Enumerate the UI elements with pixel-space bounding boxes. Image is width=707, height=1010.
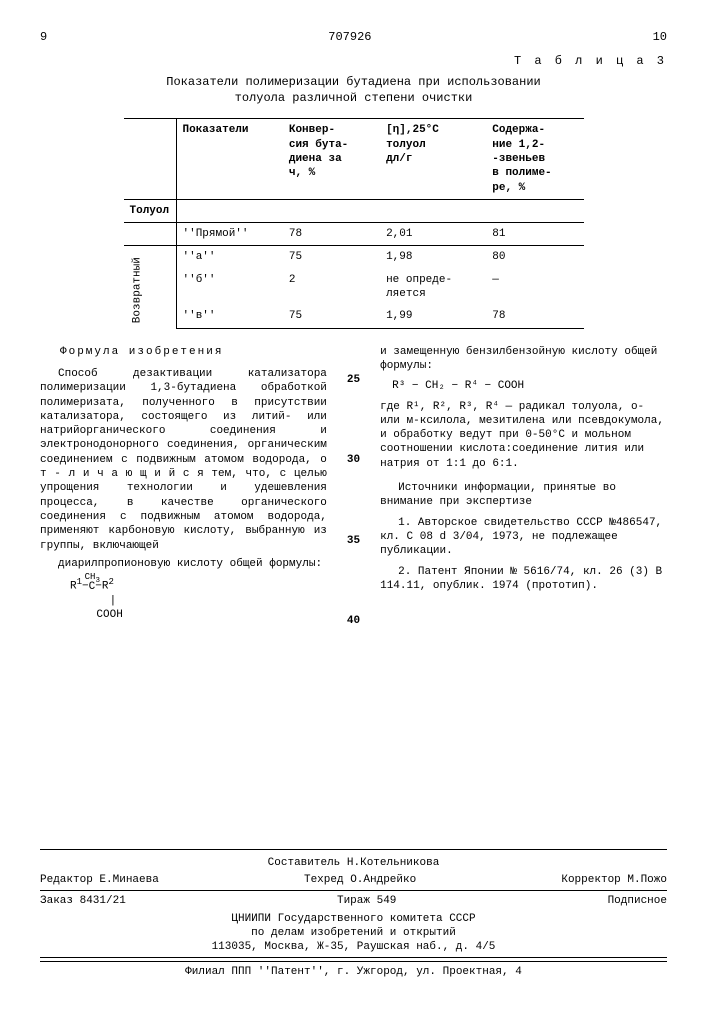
- cell: 2: [283, 269, 380, 306]
- cell: ''в'': [176, 305, 283, 328]
- patent-number: 707926: [328, 30, 371, 46]
- cell: 78: [283, 223, 380, 246]
- page-num-left: 9: [40, 30, 47, 46]
- lineno: 35: [347, 534, 360, 548]
- lineno: 25: [347, 373, 360, 387]
- footer-composer: Составитель Н.Котельникова: [40, 856, 667, 870]
- right-column: и замещенную бензилбензойную кислоту общ…: [380, 345, 667, 629]
- table-row: Возвратный ''а'' 75 1,98 80: [124, 246, 584, 269]
- table-label: Т а б л и ц а 3: [40, 54, 667, 70]
- table-title: Показатели полимеризации бутадиена при и…: [164, 75, 544, 106]
- footer-editor: Редактор Е.Минаева: [40, 873, 159, 887]
- cell: 80: [486, 246, 583, 269]
- th-corner: [124, 119, 177, 199]
- table-row: ''Прямой'' 78 2,01 81: [124, 223, 584, 246]
- cell: 2,01: [380, 223, 486, 246]
- table-row: ''в'' 75 1,99 78: [124, 305, 584, 328]
- cell: 1,98: [380, 246, 486, 269]
- cell: 1,99: [380, 305, 486, 328]
- cell: —: [486, 269, 583, 306]
- cell: ''а'': [176, 246, 283, 269]
- footer-subscription: Подписное: [608, 894, 667, 908]
- cell: 78: [486, 305, 583, 328]
- footer-corrector: Корректор М.Пожо: [561, 873, 667, 887]
- right-line-2: где R¹, R², R³, R⁴ — радикал толуола, о-…: [380, 400, 667, 429]
- footer-tirage: Тираж 549: [337, 894, 396, 908]
- cell: ''б'': [176, 269, 283, 306]
- right-line-1: и замещенную бензилбензойную кислоту общ…: [380, 345, 667, 374]
- footer-filial: Филиал ППП ''Патент'', г. Ужгород, ул. П…: [40, 961, 667, 979]
- cell: ''Прямой'': [176, 223, 283, 246]
- footer-tech: Техред О.Андрейко: [304, 873, 416, 887]
- table-row: ''б'' 2 не опреде- ляется —: [124, 269, 584, 306]
- cell: 75: [283, 246, 380, 269]
- page-header: 9 707926 10: [40, 30, 667, 46]
- claims-heading: Формула изобретения: [60, 345, 327, 359]
- left-column: Формула изобретения Способ дезактивации …: [40, 345, 327, 629]
- cell: не опреде- ляется: [380, 269, 486, 306]
- cell: 81: [486, 223, 583, 246]
- cell: 75: [283, 305, 380, 328]
- th-1: Конвер- сия бута- диена за ч, %: [283, 119, 380, 199]
- footer-org-2: по делам изобретений и открытий: [40, 926, 667, 940]
- lineno: 30: [347, 453, 360, 467]
- footer-org-3: 113035, Москва, Ж-35, Раушская наб., д. …: [40, 940, 667, 958]
- footer-org-1: ЦНИИПИ Государственного комитета СССР: [40, 912, 667, 926]
- formula-1: R1−CCH3−R2 | COOH: [70, 577, 327, 623]
- text-columns: Формула изобретения Способ дезактивации …: [40, 345, 667, 629]
- sources-heading: Источники информации, принятые во вниман…: [380, 481, 667, 510]
- footer-order: Заказ 8431/21: [40, 894, 126, 908]
- line-numbers: 25 30 35 40: [347, 345, 360, 629]
- source-2: 2. Патент Японии № 5616/74, кл. 26 (3) В…: [380, 565, 667, 594]
- formula-2: R³ − CH₂ − R⁴ − COOH: [392, 379, 667, 393]
- source-1: 1. Авторское свидетельство СССР №486547,…: [380, 516, 667, 559]
- claim-subpara: диарилпропионовую кислоту общей формулы:: [40, 557, 327, 571]
- lineno: 40: [347, 614, 360, 628]
- th-toluol: Толуол: [124, 199, 177, 222]
- th-0: Показатели: [176, 119, 283, 199]
- row-group-label: Возвратный: [124, 246, 177, 328]
- claim-para: Способ дезактивации катализатора полимер…: [40, 367, 327, 553]
- th-2: [η],25°С толуол дл/г: [380, 119, 486, 199]
- page-num-right: 10: [653, 30, 667, 46]
- right-line-3: и обработку ведут при 0-50°С и мольном с…: [380, 428, 667, 471]
- data-table: Показатели Конвер- сия бута- диена за ч,…: [124, 118, 584, 328]
- footer: Составитель Н.Котельникова Редактор Е.Ми…: [40, 849, 667, 980]
- th-3: Содержа- ние 1,2- -звеньев в полиме- ре,…: [486, 119, 583, 199]
